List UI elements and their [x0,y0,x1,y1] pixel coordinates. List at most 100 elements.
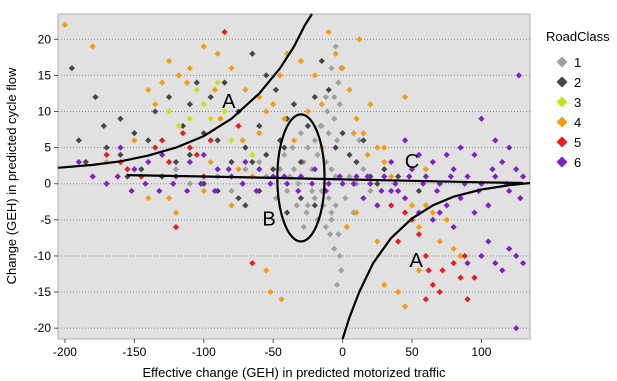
data-points [61,21,527,332]
data-point-class-2 [165,93,173,101]
data-point-class-6 [186,158,193,166]
data-point-class-4 [353,209,360,216]
data-point-class-6 [506,187,513,195]
data-point-class-5 [165,158,173,166]
data-point-class-2 [263,151,270,158]
data-point-class-1 [342,195,349,202]
legend-swatch-5 [556,136,568,148]
data-point-class-4 [422,166,429,173]
legend-swatch-4 [556,116,568,128]
data-point-class-6 [103,180,110,187]
data-point-class-4 [290,137,298,144]
data-point-class-6 [339,180,346,187]
data-point-class-1 [326,231,334,238]
data-point-class-1 [317,122,324,130]
data-point-class-6 [267,180,274,187]
data-point-class-6 [295,187,302,195]
data-point-class-6 [519,260,527,267]
data-point-class-5 [186,144,193,151]
data-point-class-5 [457,274,464,281]
data-point-class-6 [492,137,499,144]
data-point-class-6 [429,216,436,223]
data-point-class-4 [422,202,429,209]
data-point-class-6 [239,180,246,187]
data-point-class-2 [207,93,214,101]
data-point-class-6 [253,187,260,195]
data-point-class-1 [289,144,296,151]
data-point-class-2 [415,187,423,195]
data-point-class-1 [328,216,335,223]
data-point-class-1 [338,267,345,274]
data-point-class-2 [353,158,360,166]
data-point-class-1 [322,93,330,101]
data-point-class-6 [429,158,436,166]
data-point-class-6 [401,195,409,202]
data-point-class-1 [300,223,307,231]
data-point-class-6 [308,180,316,187]
data-point-class-2 [374,180,381,187]
data-point-class-1 [333,281,341,288]
data-point-class-1 [322,158,330,166]
data-point-class-6 [89,173,96,180]
data-point-class-1 [324,108,331,115]
data-point-class-6 [225,166,232,173]
y-tick-label: -15 [34,285,52,299]
x-tick-label: -150 [122,345,146,359]
data-point-class-1 [328,166,335,173]
data-point-class-2 [297,158,305,166]
data-point-class-4 [360,130,367,137]
data-point-class-6 [422,173,429,180]
data-point-class-2 [242,144,249,151]
data-point-class-4 [242,86,249,93]
data-point-class-2 [138,166,145,173]
data-point-class-4 [381,144,388,151]
data-point-class-6 [360,195,367,202]
data-point-class-6 [197,180,205,187]
data-point-class-3 [186,115,193,122]
data-point-class-2 [214,137,221,144]
data-point-class-1 [332,173,339,180]
data-point-class-2 [68,65,75,72]
data-point-class-4 [263,108,270,115]
data-point-class-4 [131,137,138,144]
lower-right-boundary [341,181,531,340]
x-tick-label: -200 [53,345,77,359]
data-point-class-2 [304,122,311,130]
data-point-class-6 [513,252,520,260]
data-point-class-2 [186,151,193,158]
data-point-class-3 [200,101,207,108]
data-point-class-6 [436,209,443,216]
data-point-class-5 [471,274,478,281]
data-point-class-1 [325,195,332,202]
data-point-class-3 [193,86,200,93]
data-point-class-1 [331,245,338,252]
data-point-class-6 [471,209,478,216]
data-point-class-1 [311,195,318,202]
data-point-class-1 [290,166,298,173]
data-point-class-6 [464,173,471,180]
data-point-class-6 [447,173,454,180]
data-point-class-2 [263,72,270,79]
x-tick-label: 0 [339,345,346,359]
gridlines [58,38,530,329]
data-point-class-2 [193,79,200,86]
data-point-class-2 [318,57,325,65]
data-point-class-4 [159,79,166,86]
data-point-class-6 [471,151,478,158]
data-point-class-6 [515,72,522,79]
data-point-class-4 [374,144,381,151]
x-tick-label: -50 [265,345,283,359]
upper-left-boundary [57,13,313,169]
data-point-class-4 [200,43,207,50]
data-point-class-4 [172,209,180,216]
data-point-class-1 [356,137,363,144]
data-point-class-1 [303,209,310,216]
data-point-class-5 [159,137,166,144]
data-point-class-5 [461,252,468,260]
data-point-class-6 [415,151,423,158]
data-point-class-4 [145,86,152,93]
data-point-class-2 [249,158,256,166]
data-point-class-6 [200,151,207,158]
data-point-class-6 [378,187,385,195]
